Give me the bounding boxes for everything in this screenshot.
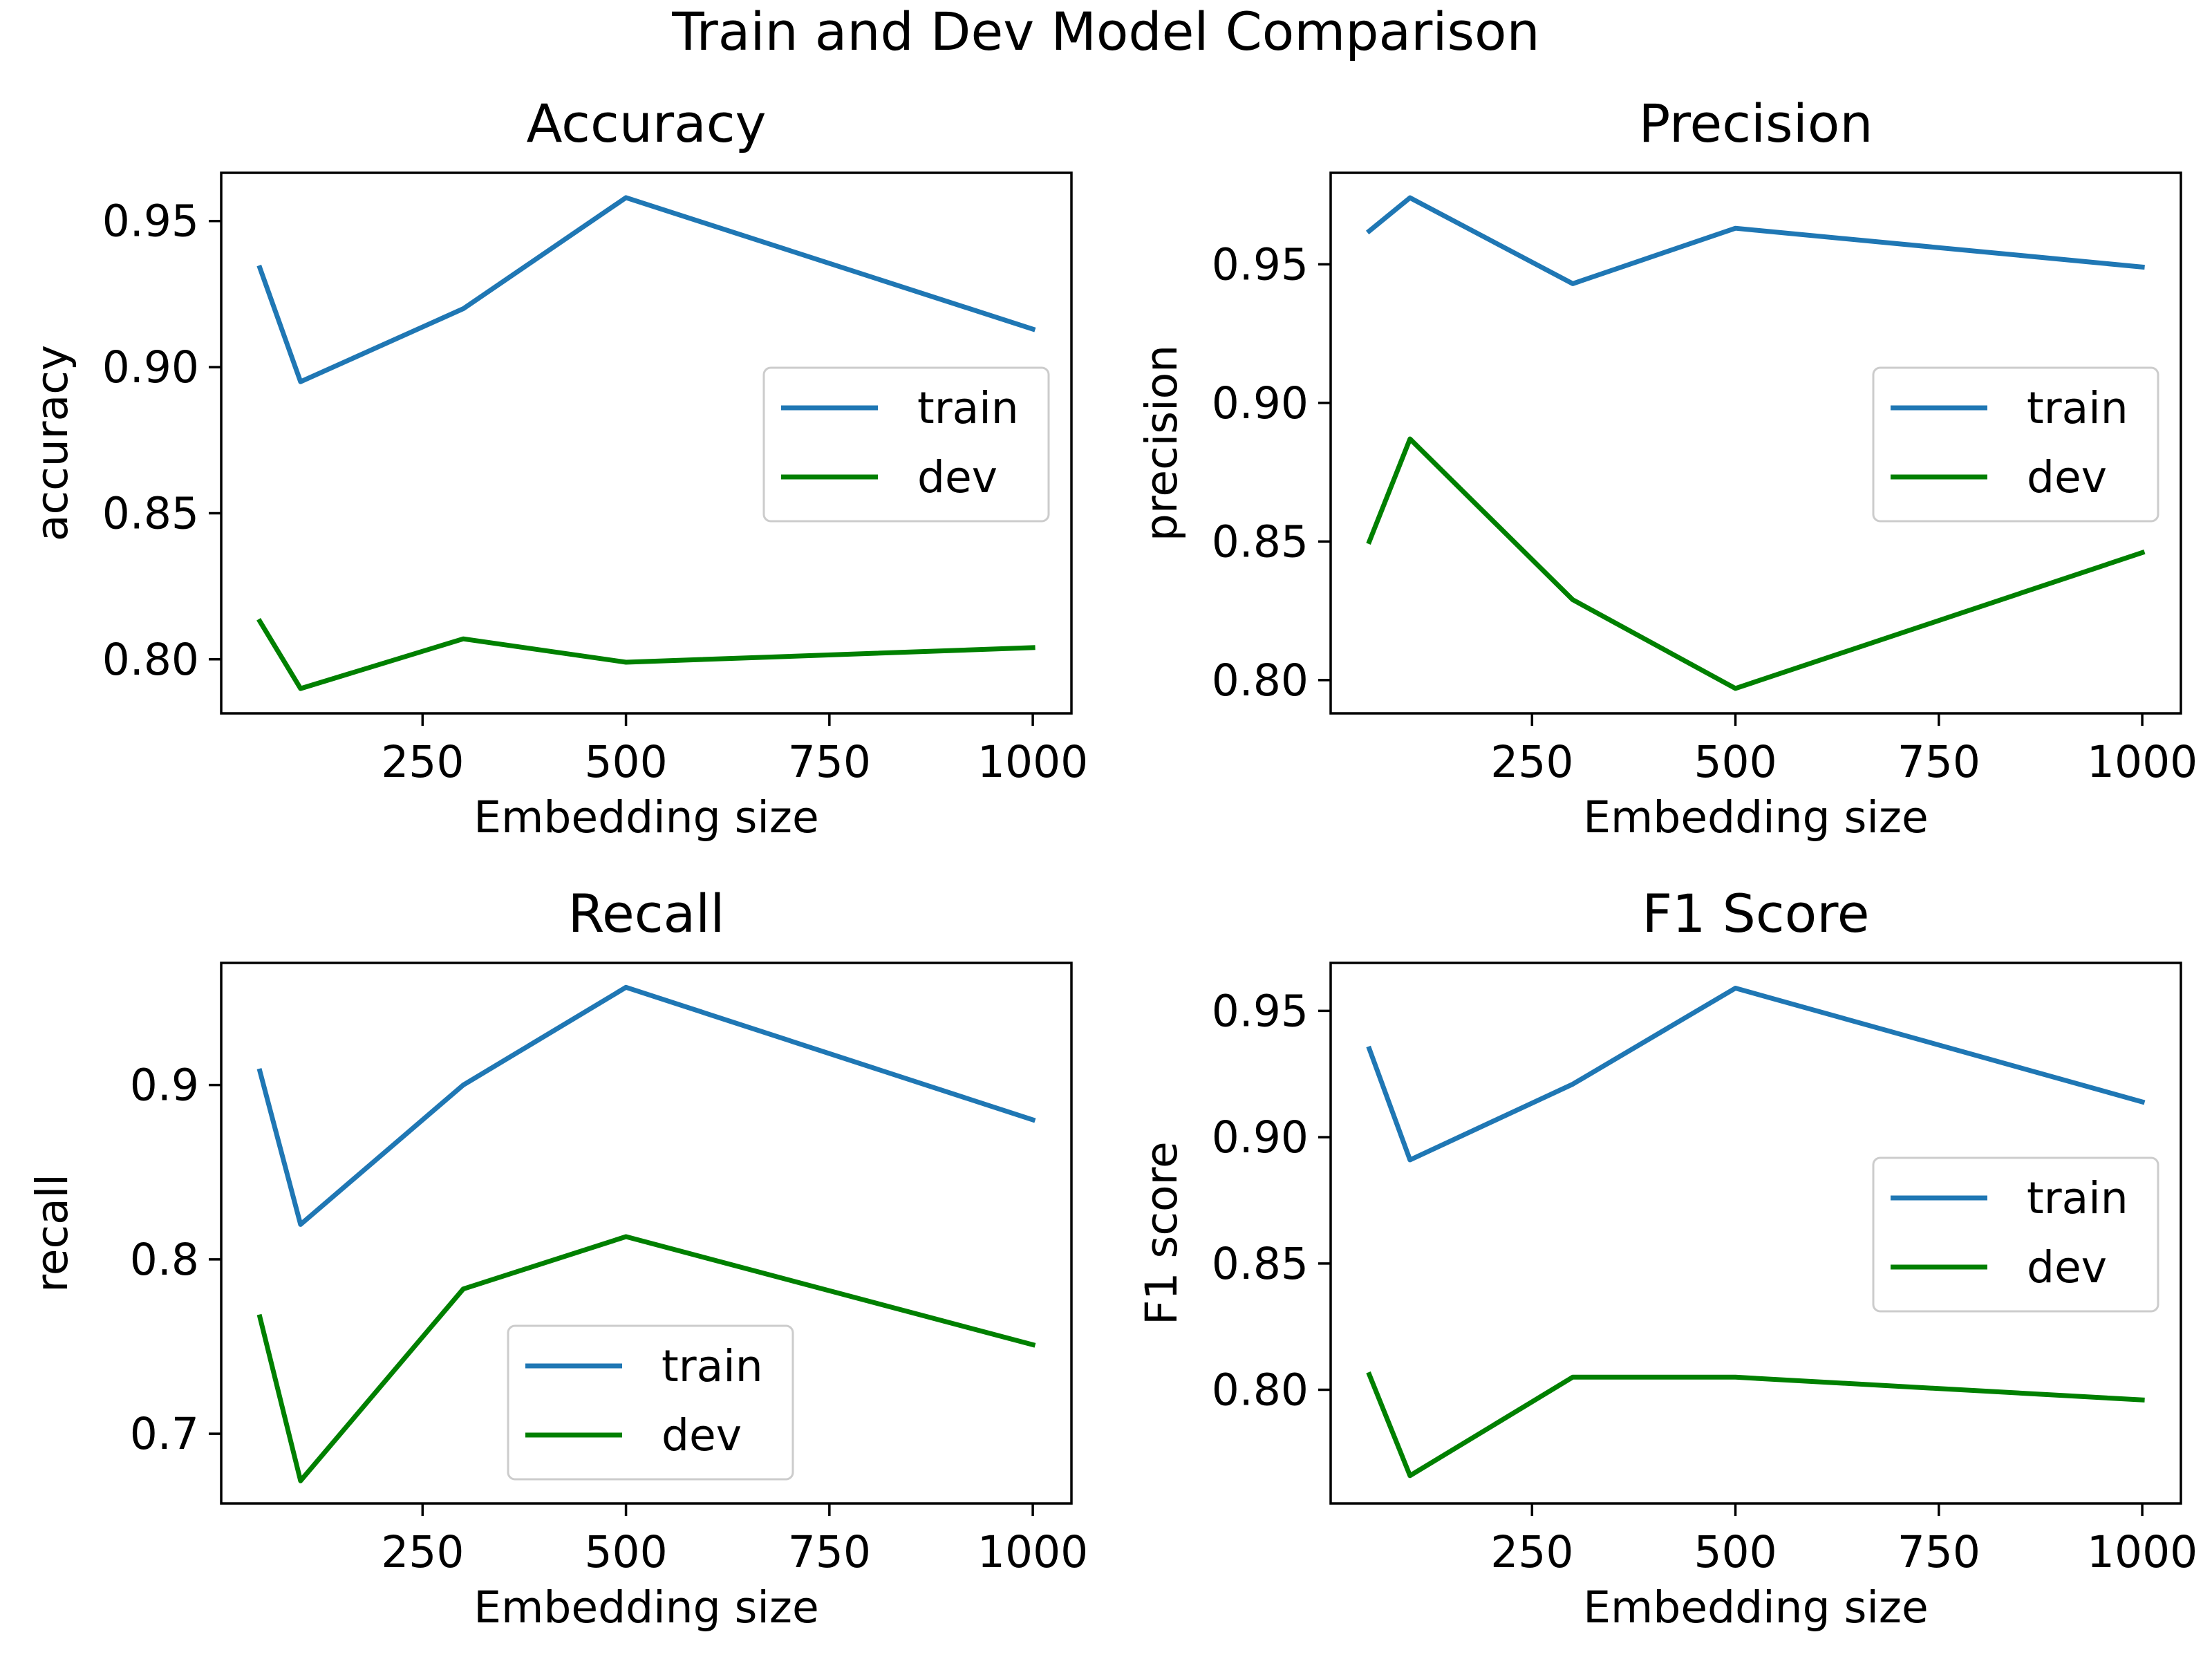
series-line-dev [256, 1234, 1036, 1483]
precision-panel: Precision 250 500 750 1000 0.80 0.85 0.90 0.95 Em… [1136, 93, 2197, 843]
legend-label-dev: dev [2027, 1242, 2107, 1293]
y-tick-label: 0.95 [1212, 986, 1309, 1036]
recall-panel: Recall 250 500 750 1000 0.7 0.8 0.9 Embedding si… [27, 883, 1088, 1633]
y-tick-label: 0.9 [130, 1060, 199, 1111]
x-tick-label: 500 [1694, 1527, 1777, 1577]
axes-frame [1329, 171, 2182, 715]
legend: train dev [507, 1324, 794, 1481]
f1-score-panel: F1 Score 250 500 750 1000 0.80 0.85 0.90 0.95 Emb… [1136, 883, 2197, 1633]
y-tick-label: 0.85 [102, 488, 199, 538]
legend-label-dev: dev [917, 452, 997, 503]
y-tick-label: 0.80 [102, 635, 199, 685]
legend: train dev [762, 366, 1050, 523]
series-line-dev [1366, 1371, 2145, 1479]
series-line-train [256, 195, 1036, 384]
axes-frame [1329, 962, 2182, 1505]
subplot-title: F1 Score [1642, 883, 1869, 944]
x-tick-label: 750 [788, 737, 871, 787]
y-axis-label: recall [27, 1174, 77, 1293]
x-tick-label: 750 [1897, 1527, 1980, 1577]
y-tick-label: 0.90 [1212, 1112, 1309, 1163]
y-tick-label: 0.80 [1212, 655, 1309, 706]
subplot-title: Accuracy [527, 93, 767, 154]
x-tick-label: 1000 [2087, 737, 2197, 787]
legend: train dev [1872, 366, 2159, 523]
series-line-dev [1366, 436, 2146, 691]
y-tick-label: 0.80 [1212, 1365, 1309, 1416]
x-tick-label: 250 [381, 737, 464, 787]
x-tick-label: 1000 [977, 1527, 1088, 1577]
y-axis-label: precision [1136, 345, 1187, 541]
series-line-train [1365, 195, 2145, 286]
legend-label-dev: dev [2027, 452, 2107, 503]
y-tick-label: 0.90 [102, 342, 199, 393]
x-tick-label: 500 [584, 1527, 667, 1577]
x-tick-label: 500 [1694, 737, 1777, 787]
subplot-title: Recall [568, 883, 725, 944]
axes-frame [220, 171, 1073, 715]
x-axis-label: Embedding size [1583, 792, 1929, 843]
y-tick-label: 0.8 [130, 1235, 199, 1285]
x-tick-label: 750 [1897, 737, 1980, 787]
y-axis-label: F1 score [1136, 1141, 1187, 1325]
x-tick-label: 1000 [2087, 1527, 2197, 1577]
subplot-title: Precision [1638, 93, 1873, 154]
x-tick-label: 250 [1490, 1527, 1573, 1577]
x-axis-label: Embedding size [1583, 1582, 1929, 1633]
y-tick-label: 0.95 [102, 196, 199, 247]
x-tick-label: 250 [381, 1527, 464, 1577]
y-tick-label: 0.7 [130, 1409, 199, 1459]
figure-title: Train and Dev Model Comparison [671, 1, 1539, 62]
x-axis-label: Embedding size [474, 792, 819, 843]
series-line-train [1366, 986, 2146, 1163]
series-line-dev [256, 617, 1035, 691]
legend-label-train: train [917, 383, 1019, 433]
y-tick-label: 0.85 [1212, 1239, 1309, 1289]
y-tick-label: 0.95 [1212, 239, 1309, 290]
x-tick-label: 1000 [977, 737, 1088, 787]
x-tick-label: 250 [1490, 737, 1573, 787]
legend-label-train: train [2027, 1173, 2128, 1224]
y-tick-label: 0.90 [1212, 378, 1309, 429]
axes-frame [220, 962, 1073, 1505]
legend-label-train: train [662, 1341, 763, 1391]
series-line-train [256, 984, 1036, 1227]
y-tick-label: 0.85 [1212, 516, 1309, 567]
legend-label-dev: dev [662, 1410, 742, 1461]
x-tick-label: 500 [584, 737, 667, 787]
legend-label-train: train [2027, 383, 2128, 433]
x-axis-label: Embedding size [474, 1582, 819, 1633]
x-tick-label: 750 [788, 1527, 871, 1577]
accuracy-panel: Accuracy 250 500 750 1000 0.80 0.85 0.90 0.95 Emb… [27, 93, 1088, 843]
legend: train dev [1872, 1156, 2159, 1313]
y-axis-label: accuracy [27, 345, 77, 541]
